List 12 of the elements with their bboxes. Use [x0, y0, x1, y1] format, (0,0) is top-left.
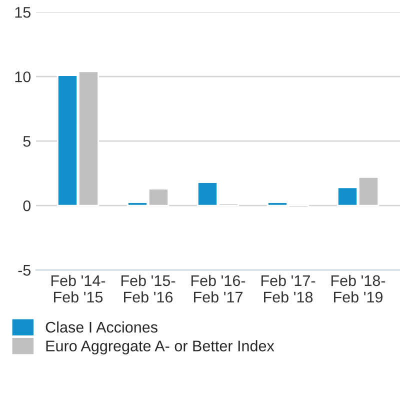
legend-label: Euro Aggregate A- or Better Index — [46, 340, 274, 354]
y-tick-label: 5 — [23, 136, 30, 147]
y-tick-label: -5 — [18, 265, 30, 276]
x-tick-label: Feb '18- Feb '19 — [331, 274, 386, 303]
legend-label: Clase I Acciones — [46, 321, 158, 333]
x-tick-label: Feb '17- Feb '18 — [261, 274, 316, 303]
y-tick-label: 10 — [15, 71, 31, 82]
x-tick-label: Feb '15- Feb '16 — [121, 274, 176, 303]
y-tick-label: 0 — [23, 200, 31, 212]
y-tick-label: 15 — [15, 7, 30, 18]
x-tick-label: Feb '14- Feb '15 — [51, 274, 106, 303]
x-tick-label: Feb '16- Feb '17 — [191, 274, 246, 303]
